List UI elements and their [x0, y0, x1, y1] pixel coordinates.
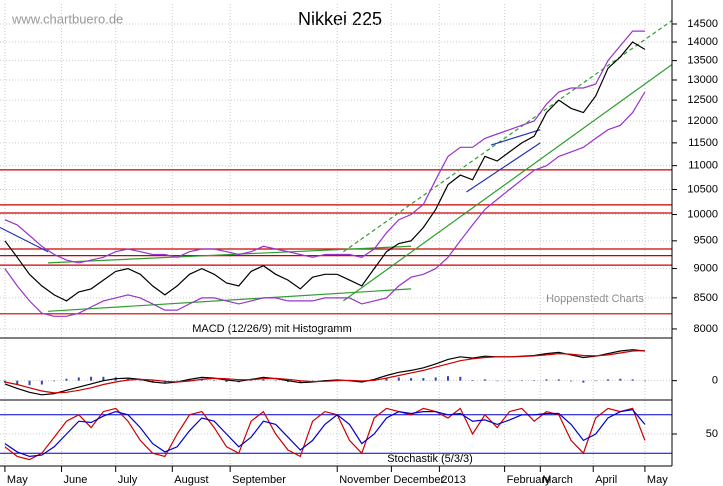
- histogram-bar: [176, 380, 179, 382]
- histogram-bar: [65, 378, 68, 381]
- trend-line: [47, 245, 412, 264]
- y-tick-label: 13000: [687, 74, 718, 86]
- chart-title: Nikkei 225: [298, 9, 382, 29]
- x-tick-label: May: [7, 474, 28, 486]
- x-tick-label: August: [174, 474, 208, 486]
- histogram-bar: [225, 380, 228, 382]
- histogram-bar: [299, 380, 302, 383]
- histogram-bar: [274, 380, 277, 382]
- histogram-bar: [434, 377, 437, 381]
- x-tick-label: July: [118, 474, 138, 486]
- watermark: www.chartbuero.de: [11, 11, 123, 26]
- series-line: [4, 409, 646, 458]
- histogram-bar: [496, 380, 499, 382]
- series-line: [4, 350, 645, 394]
- trend-line: [343, 63, 673, 302]
- histogram-bar: [3, 380, 6, 383]
- y-tick-label: 14500: [687, 18, 718, 30]
- series-line: [4, 30, 645, 264]
- y-tick-label: 11000: [688, 160, 718, 172]
- y-tick-label: 12500: [687, 94, 718, 106]
- histogram-bar: [471, 380, 474, 381]
- histogram-bar: [508, 380, 511, 382]
- histogram-bar: [582, 380, 585, 383]
- histogram-bar: [77, 377, 80, 381]
- histogram-bar: [422, 378, 425, 381]
- series-line: [4, 91, 646, 317]
- series-line: [4, 407, 646, 461]
- histogram-bar: [139, 380, 142, 382]
- y-tick-label: 9500: [694, 235, 718, 247]
- macd-title: MACD (12/26/9) mit Histogramm: [192, 323, 352, 335]
- x-tick-label: December: [393, 474, 444, 486]
- histogram-bar: [410, 378, 413, 381]
- y-tick-label: 10000: [687, 208, 718, 220]
- histogram-bar: [40, 380, 43, 385]
- y-tick-label: 10500: [687, 183, 718, 195]
- histogram-bar: [557, 379, 560, 381]
- y-tick-label: 0: [712, 375, 718, 387]
- histogram-bar: [213, 380, 216, 381]
- x-tick-label: February: [507, 474, 552, 486]
- y-tick-label: 11500: [688, 137, 718, 149]
- x-tick-label: 2013: [441, 474, 465, 486]
- trend-line: [47, 288, 412, 312]
- histogram-bar: [53, 380, 56, 382]
- trend-line: [490, 129, 541, 146]
- histogram-bar: [262, 379, 265, 381]
- histogram-bar: [619, 378, 622, 381]
- histogram-bar: [483, 379, 486, 381]
- histogram-bar: [607, 379, 609, 381]
- histogram-bar: [594, 380, 597, 382]
- histogram-bar: [385, 378, 388, 381]
- trend-line: [0, 226, 49, 253]
- y-tick-label: 9000: [694, 262, 718, 274]
- x-tick-label: April: [595, 474, 617, 486]
- histogram-bar: [311, 380, 314, 382]
- histogram-bar: [250, 380, 253, 381]
- histogram-bar: [90, 376, 93, 381]
- histogram-bar: [533, 380, 536, 381]
- series-line: [4, 41, 646, 302]
- trend-line: [466, 142, 541, 193]
- y-tick-label: 12000: [687, 115, 718, 127]
- histogram-bar: [570, 380, 573, 382]
- histogram-bar: [28, 380, 31, 386]
- histogram-bar: [447, 376, 449, 381]
- histogram-bar: [643, 380, 646, 382]
- stochastic-title: Stochastik (5/3/3): [387, 453, 473, 465]
- histogram-bar: [16, 380, 19, 385]
- histogram-bar: [287, 380, 289, 382]
- x-tick-label: September: [232, 474, 286, 486]
- y-tick-label: 14000: [687, 36, 718, 48]
- y-tick-label: 8000: [694, 323, 718, 335]
- y-tick-label: 13500: [687, 55, 718, 67]
- histogram-bar: [459, 376, 462, 381]
- x-tick-label: March: [542, 474, 573, 486]
- histogram-bar: [102, 376, 105, 381]
- source: Hoppenstedt Charts: [546, 293, 644, 305]
- x-tick-label: November: [339, 474, 390, 486]
- histogram-bar: [397, 377, 400, 381]
- y-tick-label: 50: [706, 428, 718, 440]
- histogram-bar: [631, 379, 634, 381]
- histogram-bar: [520, 380, 523, 381]
- y-tick-label: 8500: [694, 292, 718, 304]
- x-tick-label: June: [64, 474, 88, 486]
- x-tick-label: May: [647, 474, 668, 486]
- trend-line: [343, 19, 673, 253]
- histogram-bar: [545, 379, 548, 381]
